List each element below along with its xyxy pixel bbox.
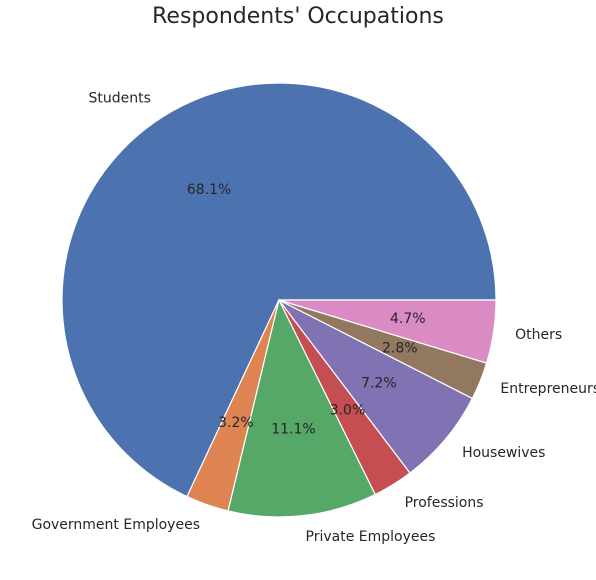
pie-slice	[227, 298, 377, 518]
value-label: 3.2%	[218, 415, 254, 431]
value-label: 7.2%	[361, 376, 397, 392]
slice-label: Private Employees	[306, 529, 436, 545]
slice-label: Others	[515, 327, 562, 343]
chart-title: Respondents' Occupations	[152, 4, 444, 29]
pie-slice	[61, 82, 497, 498]
value-label: 3.0%	[330, 403, 366, 419]
value-label: 68.1%	[187, 182, 231, 198]
slice-label: Entrepreneurs	[500, 381, 596, 397]
value-label: 11.1%	[271, 421, 315, 437]
slice-label: Government Employees	[32, 517, 200, 533]
value-label: 2.8%	[382, 341, 418, 357]
slice-label: Professions	[405, 495, 484, 511]
value-label: 4.7%	[390, 311, 426, 327]
slice-label: Housewives	[462, 445, 545, 461]
slice-label: Students	[88, 91, 150, 107]
pie-slice	[278, 299, 497, 364]
